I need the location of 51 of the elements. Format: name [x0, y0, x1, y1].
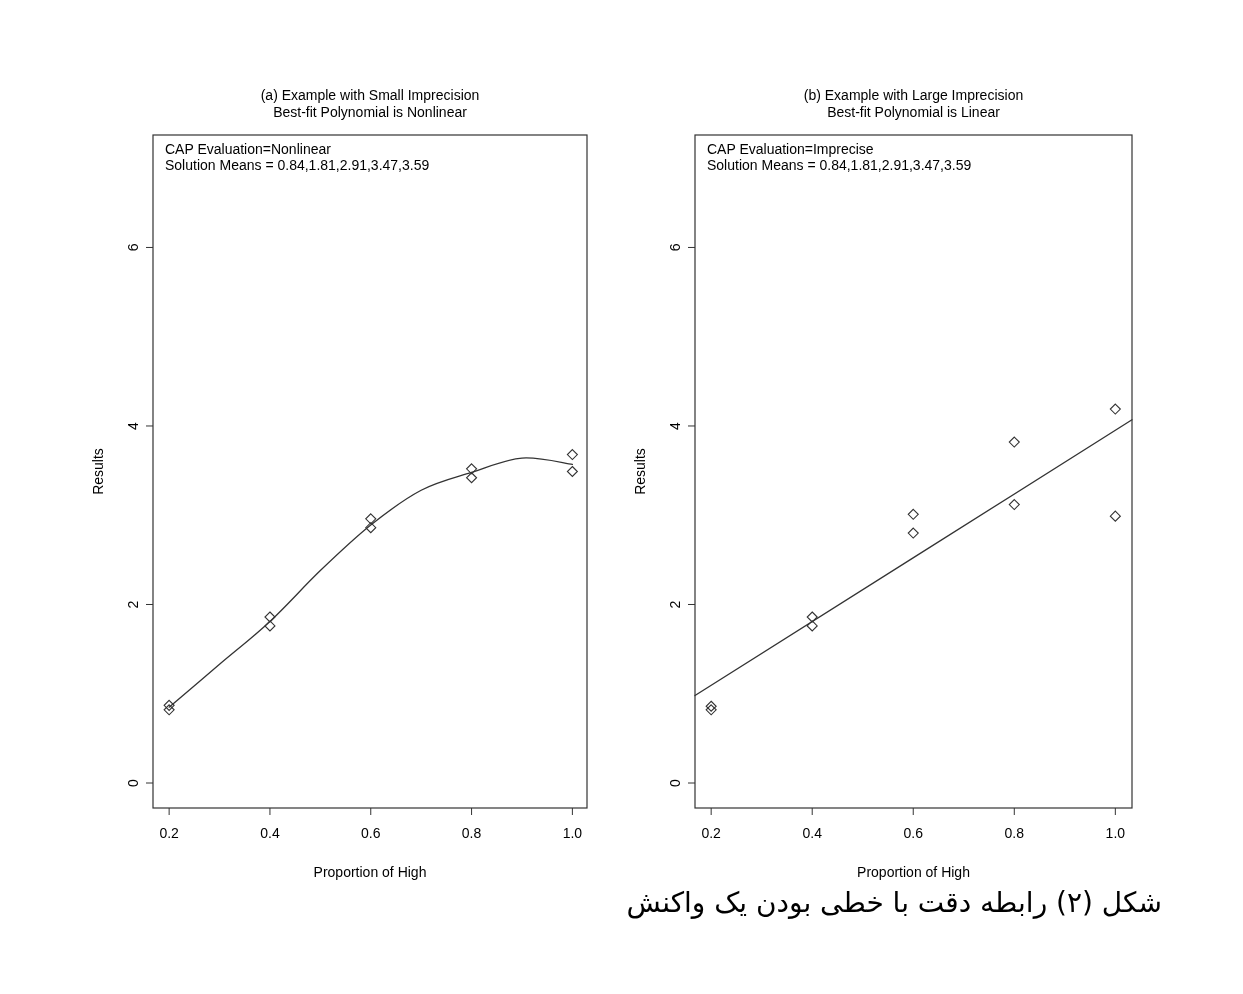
chart-subtitle: Best-fit Polynomial is Linear [827, 104, 1001, 120]
y-tick-label: 4 [667, 421, 683, 430]
chart-title: (b) Example with Large Imprecision [803, 87, 1024, 103]
y-tick-label: 2 [667, 600, 683, 609]
y-axis-title: Results [90, 448, 106, 495]
y-tick-label: 4 [125, 421, 141, 430]
point [1109, 403, 1121, 415]
x-tick-label: 0.8 [1004, 825, 1025, 841]
annotation: CAP Evaluation=Imprecise [707, 141, 874, 157]
text: شکل (۲) رابطه دقت با خطی بودن یک واکنش [626, 886, 1162, 919]
x-tick-label: 0.8 [461, 825, 482, 841]
x-tick-label: 1.0 [562, 825, 583, 841]
x-tick-label: 1.0 [1105, 825, 1126, 841]
point [264, 611, 276, 623]
point [466, 472, 478, 484]
x-axis-title: Proportion of High [313, 864, 427, 880]
point [566, 448, 578, 461]
point [907, 508, 919, 520]
point [806, 611, 818, 623]
point [705, 704, 717, 716]
point [365, 513, 377, 525]
point [466, 463, 478, 475]
chart-title: (a) Example with Small Imprecision [260, 87, 480, 103]
y-tick-label: 2 [125, 600, 141, 609]
y-tick-label: 0 [125, 778, 141, 787]
point [1109, 510, 1121, 522]
chart-subtitle: Best-fit Polynomial is Nonlinear [273, 104, 468, 120]
point [365, 522, 377, 534]
point [163, 699, 175, 711]
y-tick-label: 0 [667, 778, 683, 787]
x-tick-label: 0.6 [361, 825, 381, 841]
y-tick-label: 6 [667, 243, 683, 252]
x-tick-label: 0.2 [159, 825, 180, 841]
x-tick-label: 0.6 [903, 825, 924, 841]
x-tick-label: 0.4 [260, 825, 280, 841]
annotation: Solution Means = 0.84,1.81,2.91,3.47,3.59 [707, 157, 972, 173]
point [806, 620, 818, 632]
point [1008, 498, 1020, 511]
point [163, 704, 175, 716]
point [264, 620, 276, 632]
point [907, 527, 919, 539]
annotation: Solution Means = 0.84,1.81,2.91,3.47,3.59 [165, 157, 430, 173]
x-axis-title: Proportion of High [857, 864, 970, 880]
x-tick-label: 0.4 [802, 825, 823, 841]
y-tick-label: 6 [125, 243, 141, 252]
point [705, 700, 717, 712]
y-axis-title: Results [632, 448, 648, 495]
point [1008, 436, 1020, 448]
point [566, 465, 578, 478]
x-tick-label: 0.2 [701, 825, 722, 841]
annotation: CAP Evaluation=Nonlinear [165, 141, 332, 157]
